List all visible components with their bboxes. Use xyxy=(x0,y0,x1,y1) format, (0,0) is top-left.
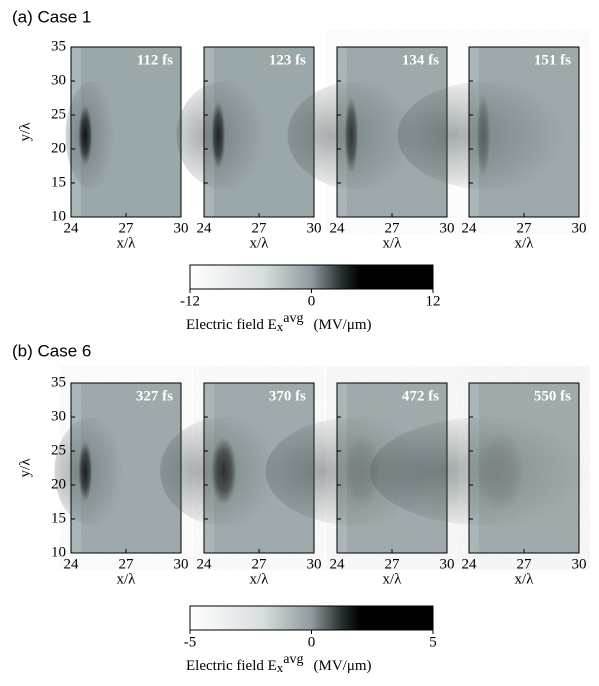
y-tick-label: 25 xyxy=(51,106,66,122)
x-axis-label: x/λ xyxy=(383,235,403,251)
colorbar-label-part: x xyxy=(277,319,284,334)
x-axis-label: x/λ xyxy=(515,235,535,251)
time-label: 151 fs xyxy=(534,52,571,68)
colorbar-tick-label: 5 xyxy=(429,634,437,650)
colorbar-tick-label: 0 xyxy=(308,293,316,309)
colorbar-label-part: x xyxy=(277,660,284,675)
y-tick-label: 20 xyxy=(51,476,66,492)
field-noise xyxy=(469,383,579,553)
x-tick-label: 24 xyxy=(330,220,346,236)
x-tick-label: 27 xyxy=(517,220,533,236)
x-tick-label: 24 xyxy=(197,556,213,572)
x-tick-label: 30 xyxy=(440,220,455,236)
field-map xyxy=(176,46,315,218)
time-label: 370 fs xyxy=(269,388,306,404)
y-axis-label: y/λ xyxy=(17,122,33,142)
x-tick-label: 30 xyxy=(174,556,189,572)
field-halo xyxy=(176,80,276,190)
time-label: 550 fs xyxy=(534,388,571,404)
x-tick-label: 30 xyxy=(440,556,455,572)
y-tick-label: 35 xyxy=(51,374,66,390)
y-tick-label: 10 xyxy=(51,208,66,224)
field-peak xyxy=(78,105,93,166)
x-axis-label: x/λ xyxy=(117,571,137,587)
colorbar-tick-label: -5 xyxy=(184,634,197,650)
x-tick-label: 24 xyxy=(64,556,80,572)
x-tick-label: 30 xyxy=(174,220,189,236)
time-label: 134 fs xyxy=(402,52,439,68)
x-tick-label: 24 xyxy=(197,220,213,236)
x-tick-label: 30 xyxy=(572,556,587,572)
field-map xyxy=(397,46,585,218)
x-tick-label: 24 xyxy=(462,220,478,236)
y-tick-label: 35 xyxy=(51,38,66,54)
colorbar-label: Electric field Exavg (MV/μm) xyxy=(186,311,372,334)
x-tick-label: 27 xyxy=(119,556,135,572)
y-tick-label: 25 xyxy=(51,442,66,458)
x-tick-label: 27 xyxy=(252,220,268,236)
field-noise xyxy=(469,47,579,217)
x-axis-label: x/λ xyxy=(250,571,270,587)
colorbar-tick-label: 12 xyxy=(426,293,441,309)
colorbar-label-part: Electric field E xyxy=(186,658,277,674)
time-label: 112 fs xyxy=(137,52,173,68)
x-axis-label: x/λ xyxy=(383,571,403,587)
x-axis-label: x/λ xyxy=(515,571,535,587)
x-axis-label: x/λ xyxy=(117,235,137,251)
x-tick-label: 30 xyxy=(307,556,322,572)
x-tick-label: 27 xyxy=(119,220,135,236)
field-halo xyxy=(65,80,121,190)
x-tick-label: 24 xyxy=(64,220,80,236)
panel-title: (a) Case 1 xyxy=(12,7,91,26)
field-peak xyxy=(211,101,226,170)
colorbar xyxy=(189,605,434,631)
x-tick-label: 27 xyxy=(385,556,401,572)
colorbar-label-part: Electric field E xyxy=(186,317,277,333)
time-label: 472 fs xyxy=(402,388,439,404)
time-label: 327 fs xyxy=(136,388,173,404)
x-tick-label: 30 xyxy=(307,220,322,236)
x-tick-label: 24 xyxy=(330,556,346,572)
x-axis-label: x/λ xyxy=(250,235,270,251)
colorbar-label-part: avg xyxy=(283,652,303,667)
y-tick-label: 30 xyxy=(51,72,66,88)
field-map xyxy=(287,46,448,218)
colorbar-label: Electric field Exavg (MV/μm) xyxy=(186,652,372,675)
colorbar-label-part: avg xyxy=(283,311,303,326)
x-tick-label: 27 xyxy=(517,556,533,572)
field-map xyxy=(370,382,599,554)
y-axis-label: y/λ xyxy=(17,458,33,478)
y-tick-label: 15 xyxy=(51,174,66,190)
x-tick-label: 30 xyxy=(572,220,587,236)
colorbar xyxy=(189,264,434,290)
field-map xyxy=(65,46,182,218)
x-tick-label: 27 xyxy=(385,220,401,236)
y-tick-label: 15 xyxy=(51,510,66,526)
y-tick-label: 30 xyxy=(51,408,66,424)
panel-title: (b) Case 6 xyxy=(12,341,91,360)
time-label: 123 fs xyxy=(269,52,306,68)
x-tick-label: 27 xyxy=(252,556,268,572)
colorbar-label-part: (MV/μm) xyxy=(314,317,372,333)
colorbar-label-part: (MV/μm) xyxy=(314,658,372,674)
field-map xyxy=(54,382,182,554)
colorbar-tick-label: 0 xyxy=(308,634,316,650)
x-tick-label: 24 xyxy=(462,556,478,572)
y-tick-label: 10 xyxy=(51,544,66,560)
colorbar-tick-label: -12 xyxy=(180,293,200,309)
field-map xyxy=(160,382,315,554)
y-tick-label: 20 xyxy=(51,140,66,156)
